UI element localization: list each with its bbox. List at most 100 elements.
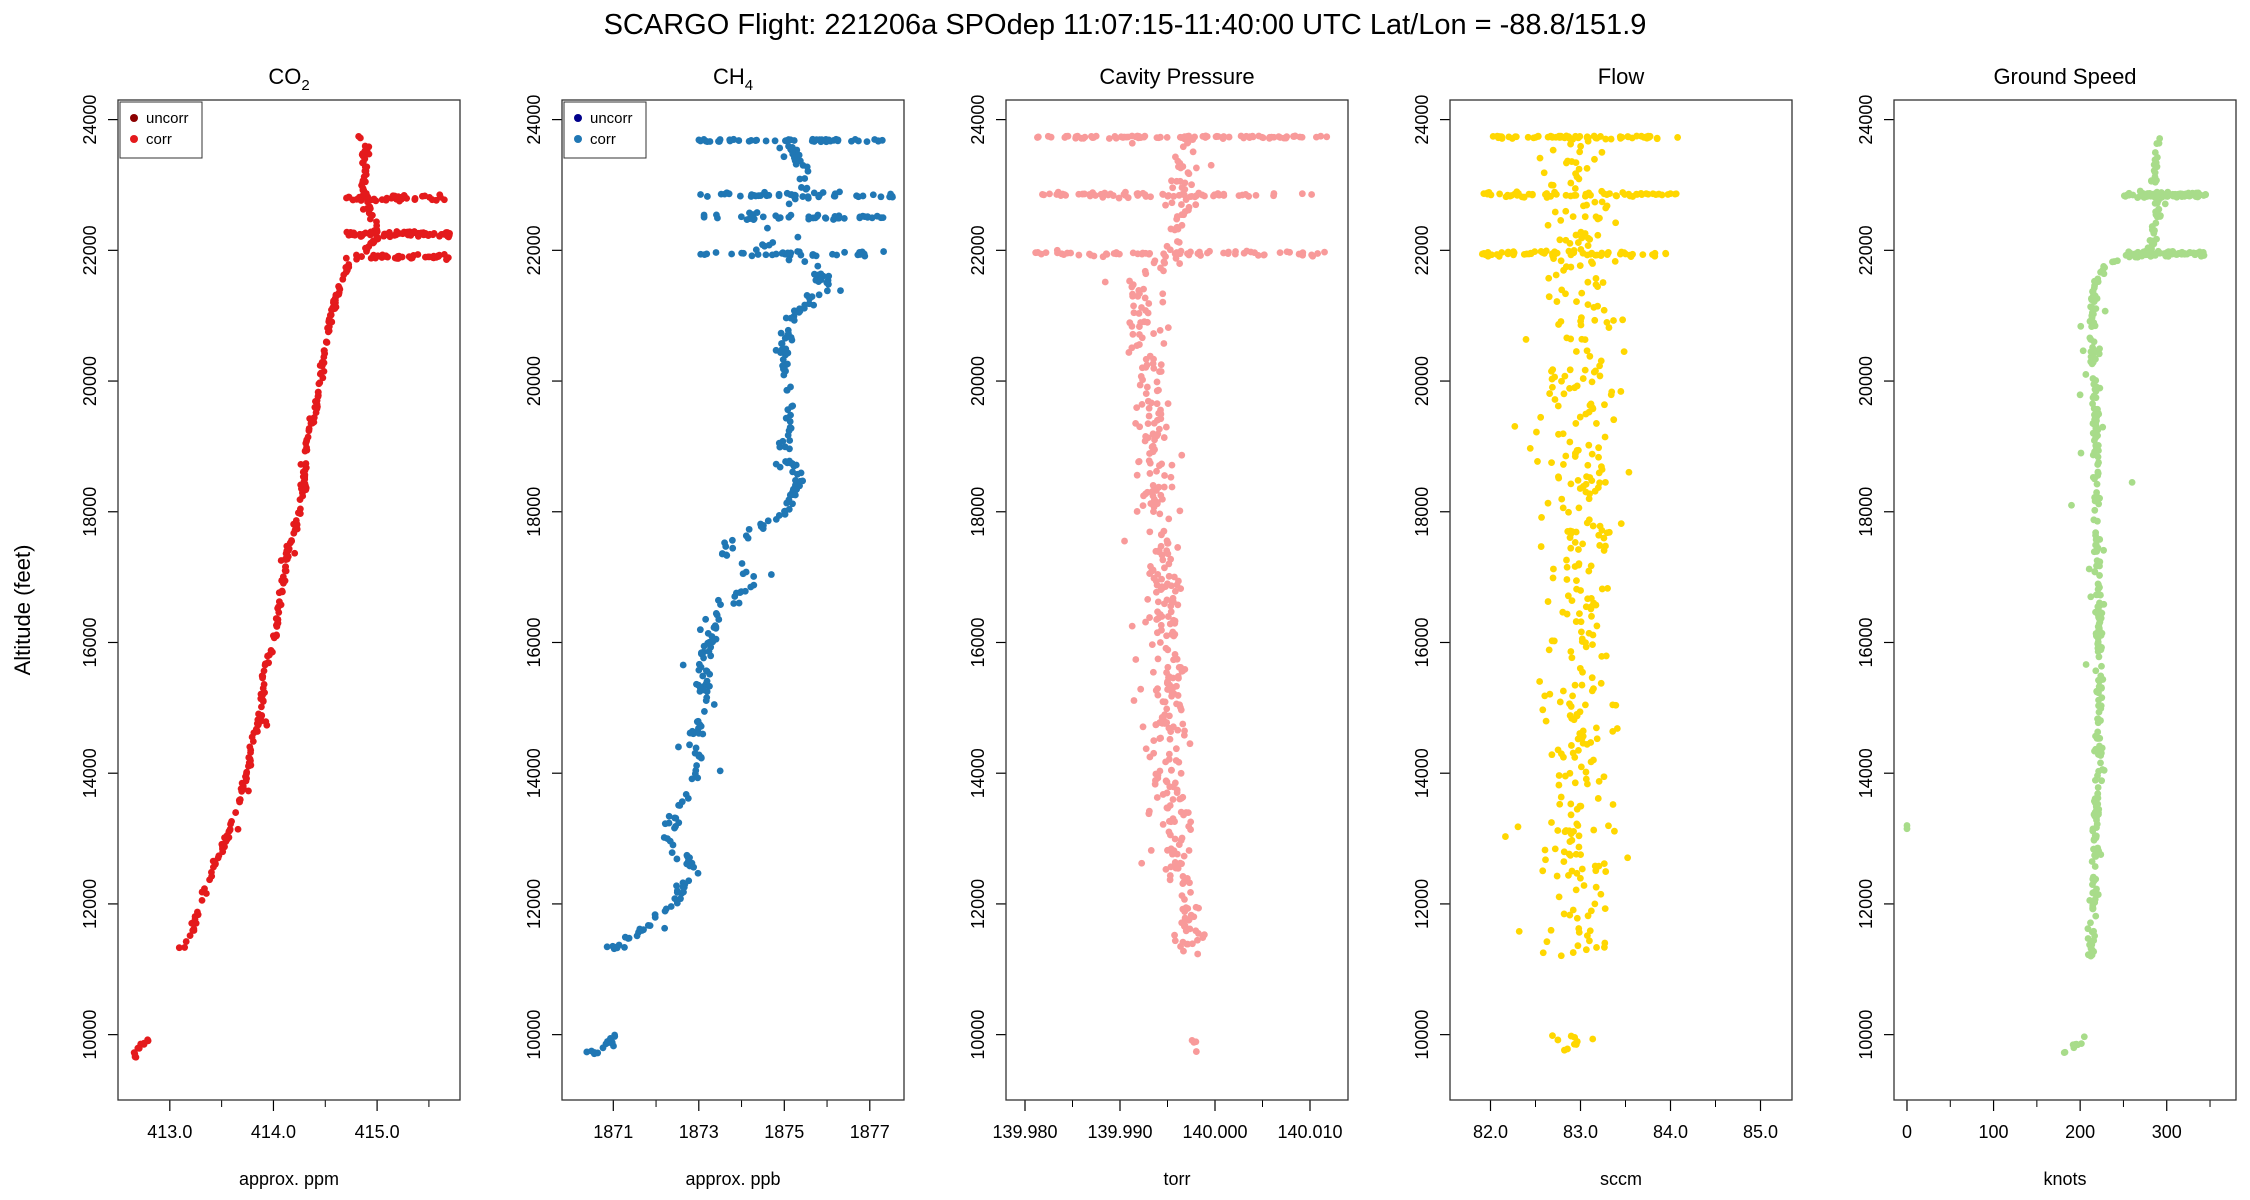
data-point bbox=[2150, 229, 2158, 237]
data-point bbox=[877, 193, 885, 201]
data-point bbox=[1540, 169, 1548, 177]
data-point bbox=[602, 1040, 610, 1048]
data-point bbox=[1561, 372, 1569, 380]
data-point bbox=[1603, 251, 1611, 258]
data-point bbox=[1583, 932, 1591, 939]
data-point bbox=[782, 351, 789, 359]
data-point bbox=[1609, 801, 1617, 808]
data-point bbox=[1161, 564, 1168, 572]
data-point bbox=[1603, 529, 1611, 537]
data-point bbox=[1171, 818, 1178, 825]
data-point bbox=[1551, 373, 1559, 381]
data-point bbox=[651, 913, 659, 921]
data-point bbox=[1582, 946, 1590, 954]
data-point bbox=[806, 295, 813, 302]
data-point bbox=[676, 802, 684, 809]
data-point bbox=[2192, 193, 2200, 201]
data-point bbox=[1566, 438, 1574, 446]
data-point bbox=[1606, 190, 1613, 197]
data-point bbox=[1576, 708, 1584, 716]
data-point bbox=[685, 877, 693, 885]
data-point bbox=[664, 835, 671, 843]
data-point bbox=[1169, 674, 1177, 682]
panel-title: Ground Speed bbox=[1993, 64, 2136, 89]
data-point bbox=[767, 571, 775, 578]
data-point bbox=[278, 587, 286, 595]
data-point bbox=[1159, 556, 1167, 564]
data-point bbox=[695, 136, 703, 144]
data-point bbox=[1674, 134, 1682, 141]
y-tick-label: 12000 bbox=[524, 879, 544, 929]
data-point bbox=[1529, 190, 1536, 198]
data-point bbox=[1558, 377, 1565, 385]
data-point bbox=[1576, 664, 1584, 672]
data-point bbox=[236, 798, 244, 806]
data-point bbox=[1157, 415, 1165, 423]
data-point bbox=[2068, 501, 2075, 509]
data-point bbox=[1163, 778, 1171, 786]
data-point bbox=[1611, 827, 1618, 835]
data-point bbox=[1566, 911, 1574, 919]
data-point bbox=[345, 263, 353, 271]
x-axis-label: sccm bbox=[1600, 1169, 1642, 1189]
data-point bbox=[1510, 251, 1517, 259]
data-point bbox=[1164, 846, 1171, 854]
y-tick-label: 14000 bbox=[524, 748, 544, 798]
data-point bbox=[275, 598, 283, 606]
data-point bbox=[794, 248, 801, 255]
data-point bbox=[1176, 133, 1184, 141]
data-point bbox=[1583, 347, 1591, 355]
data-point bbox=[1589, 522, 1597, 530]
data-point bbox=[825, 272, 833, 280]
data-point bbox=[1156, 639, 1164, 646]
data-point bbox=[837, 287, 844, 294]
data-point bbox=[1571, 538, 1579, 546]
data-point bbox=[1520, 250, 1528, 258]
data-point bbox=[1194, 936, 1201, 944]
data-point bbox=[1154, 655, 1162, 663]
data-point bbox=[1547, 192, 1555, 200]
data-point bbox=[257, 714, 265, 722]
data-point bbox=[1550, 565, 1557, 573]
data-point bbox=[1562, 452, 1570, 460]
data-point bbox=[781, 510, 789, 518]
data-point bbox=[722, 543, 730, 550]
data-point bbox=[1165, 572, 1173, 580]
data-point bbox=[1186, 740, 1194, 748]
data-point bbox=[1624, 854, 1632, 862]
data-point bbox=[1549, 146, 1557, 154]
data-point bbox=[316, 370, 324, 378]
data-point bbox=[1558, 495, 1566, 503]
data-point bbox=[2094, 461, 2102, 468]
data-point bbox=[1587, 739, 1595, 746]
data-point bbox=[710, 624, 718, 631]
plot-frame bbox=[117, 99, 461, 1101]
data-point bbox=[301, 447, 309, 455]
data-point bbox=[1105, 135, 1113, 142]
data-point bbox=[679, 883, 687, 891]
data-point bbox=[1154, 629, 1161, 637]
data-point bbox=[1128, 139, 1136, 147]
data-point bbox=[814, 262, 822, 270]
data-point bbox=[2097, 747, 2105, 755]
data-point bbox=[1235, 192, 1243, 200]
panel-title-text: Flow bbox=[1598, 64, 1645, 89]
data-point bbox=[2153, 213, 2161, 221]
y-tick-label: 14000 bbox=[80, 748, 100, 798]
data-point bbox=[2087, 593, 2095, 601]
data-point bbox=[1576, 730, 1584, 737]
data-point bbox=[1174, 692, 1182, 699]
data-point bbox=[2094, 638, 2102, 646]
x-tick-label: 0 bbox=[1902, 1122, 1912, 1142]
data-point bbox=[378, 196, 386, 204]
data-point bbox=[669, 841, 677, 849]
data-point bbox=[1211, 191, 1218, 199]
data-point bbox=[1144, 309, 1152, 317]
data-point bbox=[1576, 610, 1583, 618]
data-point bbox=[1153, 378, 1161, 386]
data-point bbox=[2100, 270, 2108, 278]
data-point bbox=[1156, 735, 1164, 742]
data-point bbox=[721, 190, 729, 198]
data-point bbox=[2100, 766, 2108, 774]
data-points bbox=[583, 135, 896, 1058]
